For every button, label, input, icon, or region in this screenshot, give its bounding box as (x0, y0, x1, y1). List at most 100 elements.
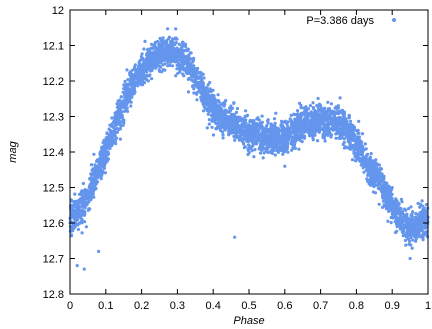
data-point (121, 120, 125, 124)
data-point (142, 47, 146, 51)
data-point (351, 124, 355, 128)
data-point (189, 51, 193, 55)
data-point (175, 37, 179, 41)
data-point (253, 148, 257, 152)
data-point (162, 58, 166, 63)
data-point (405, 232, 409, 236)
data-point (100, 149, 105, 153)
data-point (195, 98, 199, 102)
data-point (280, 136, 284, 141)
outlier-point (283, 164, 287, 168)
data-point (274, 145, 278, 150)
data-point (92, 180, 96, 185)
data-point (99, 175, 103, 179)
data-point (261, 143, 265, 147)
data-point (141, 71, 145, 75)
data-point (334, 118, 338, 122)
data-point (276, 140, 280, 144)
data-point (240, 122, 244, 126)
data-point (211, 114, 215, 118)
data-point (81, 209, 85, 213)
data-point (235, 107, 240, 111)
data-point (114, 142, 118, 146)
data-point (282, 141, 286, 145)
data-point (321, 115, 325, 120)
data-point (187, 77, 191, 81)
data-point (189, 65, 193, 69)
data-point (396, 205, 400, 209)
x-tick-label: 0.9 (385, 300, 400, 312)
data-point (274, 126, 278, 130)
data-point (192, 67, 196, 71)
data-point (384, 185, 388, 189)
data-point (425, 219, 429, 223)
data-point (327, 117, 331, 121)
data-point (335, 125, 339, 129)
data-point (245, 126, 249, 130)
outlier-point (82, 267, 86, 271)
data-point (246, 143, 251, 147)
data-point (344, 134, 349, 139)
data-point (180, 60, 184, 64)
data-point (231, 113, 235, 117)
data-point (283, 127, 287, 131)
data-point (230, 128, 235, 132)
x-tick-label: 1 (425, 300, 431, 312)
data-point (161, 41, 165, 45)
data-point (102, 138, 106, 142)
data-point (262, 136, 266, 140)
data-point (338, 135, 342, 139)
data-point (291, 146, 295, 150)
data-point (244, 131, 248, 135)
data-point (354, 159, 358, 163)
data-point (289, 135, 293, 139)
data-point (243, 121, 247, 125)
data-point (246, 152, 250, 157)
data-point (421, 233, 425, 237)
data-point (265, 123, 269, 128)
data-point (181, 42, 185, 46)
data-point (150, 68, 154, 72)
data-point (247, 146, 251, 150)
data-point (250, 132, 255, 136)
data-point (299, 106, 303, 110)
data-point (115, 115, 119, 119)
data-point (416, 201, 420, 205)
data-point (382, 182, 386, 186)
outlier-point (97, 249, 101, 253)
data-point (250, 125, 254, 129)
data-point (78, 201, 83, 205)
data-point (71, 211, 76, 215)
data-point (262, 151, 266, 155)
data-point (335, 107, 339, 111)
data-point (110, 124, 114, 128)
data-point (222, 118, 226, 122)
data-point (123, 103, 127, 107)
data-point (196, 90, 200, 94)
data-point (303, 118, 307, 122)
data-point (203, 92, 207, 96)
data-point (157, 64, 161, 68)
data-point (175, 63, 179, 67)
data-point (199, 81, 203, 85)
data-point (338, 130, 342, 134)
data-point (185, 49, 189, 53)
data-point (289, 119, 294, 123)
data-point (258, 126, 262, 130)
data-point (97, 172, 101, 176)
data-point (387, 190, 391, 194)
data-point (166, 64, 170, 68)
data-point (105, 138, 109, 142)
data-point (114, 120, 118, 124)
data-point (409, 236, 413, 240)
data-point (181, 49, 185, 53)
data-point (384, 203, 388, 207)
data-point (136, 76, 140, 80)
data-point (271, 134, 275, 138)
data-point (137, 63, 141, 67)
data-point (334, 110, 338, 114)
data-point (405, 235, 409, 239)
data-point (420, 204, 424, 208)
data-point (285, 131, 289, 135)
data-point (374, 158, 378, 162)
